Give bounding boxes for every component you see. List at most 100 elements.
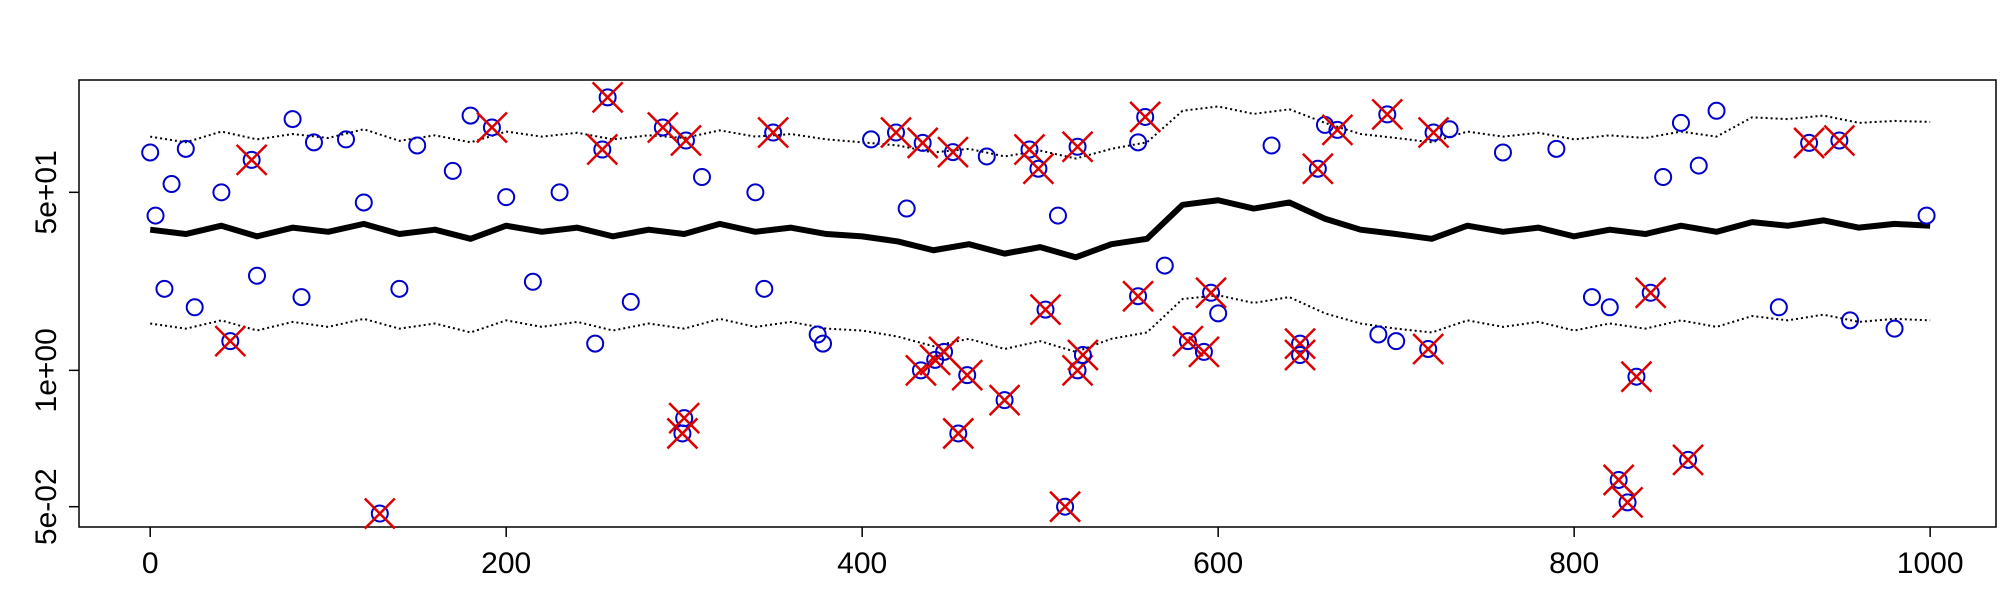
outlier-observation [1627, 367, 1646, 386]
outlier-observation [1073, 346, 1092, 365]
observation [185, 298, 204, 317]
observation [292, 288, 311, 307]
observation [176, 139, 195, 158]
outlier-cross [586, 133, 619, 166]
outlier-cross [1022, 152, 1055, 185]
outlier-observation [653, 118, 672, 137]
outlier-observation [913, 133, 932, 152]
observation [1155, 256, 1174, 275]
outlier-cross [942, 417, 975, 450]
observation [808, 325, 827, 344]
outlier-cross [476, 111, 508, 144]
observation [247, 266, 266, 285]
outlier-observation [935, 342, 954, 361]
outlier-cross [1321, 114, 1354, 146]
outlier-cross [1013, 133, 1046, 166]
observation [1654, 168, 1673, 187]
outlier-cross [1188, 336, 1220, 368]
x-tick-label: 600 [1193, 547, 1243, 580]
outlier-observation [1036, 300, 1055, 319]
observation [1209, 304, 1228, 323]
outlier-cross [1049, 490, 1081, 523]
outlier-cross [1061, 130, 1094, 163]
observation [1689, 156, 1708, 175]
outlier-cross [1195, 276, 1227, 309]
outlier-observation [673, 424, 692, 443]
observation [586, 334, 605, 353]
observation [354, 193, 373, 212]
outlier-cross [1672, 443, 1704, 476]
outlier-observation [1378, 105, 1397, 124]
outlier-cross [235, 143, 268, 176]
outlier-observation [886, 123, 905, 142]
outlier-observation [958, 366, 977, 385]
observation [1048, 206, 1067, 225]
observation [1493, 143, 1512, 162]
observation [1369, 325, 1388, 344]
observation [523, 272, 542, 291]
outlier-observation [995, 391, 1014, 410]
outlier-cross [668, 402, 701, 435]
observation [155, 279, 174, 298]
outlier-cross [1634, 276, 1667, 309]
observation [461, 106, 480, 125]
observation [746, 183, 765, 202]
outlier-cross [1284, 327, 1316, 360]
outlier-observation [1291, 334, 1310, 353]
outlier-observation [593, 140, 612, 159]
outlier-observation [242, 150, 261, 169]
outlier-cross [214, 325, 247, 358]
outlier-observation [1202, 283, 1221, 302]
observation [1917, 206, 1936, 225]
outlier-observation [1136, 107, 1155, 126]
observation [1769, 298, 1788, 317]
outlier-cross [591, 81, 624, 114]
observation [1547, 139, 1566, 158]
outlier-cross [988, 384, 1021, 416]
observation [1582, 288, 1601, 307]
observation [1262, 136, 1281, 155]
outlier-observation [1618, 493, 1637, 512]
outlier-cross [1129, 101, 1162, 133]
outlier-cross [363, 497, 396, 530]
outlier-observation [1308, 159, 1327, 178]
interval-line [150, 105, 1931, 160]
observation [897, 199, 916, 218]
outlier-cross [1067, 339, 1099, 371]
plot-frame [78, 79, 1997, 528]
outlier-cross [646, 111, 679, 144]
observation [146, 206, 165, 225]
observation [550, 183, 569, 202]
x-tick-label: 200 [481, 547, 531, 580]
outlier-observation [1056, 497, 1075, 516]
outlier-cross [1029, 293, 1062, 326]
outlier-observation [1609, 470, 1628, 489]
outlier-cross [670, 124, 702, 157]
observation [162, 175, 181, 194]
observation [621, 292, 640, 311]
outlier-cross [1620, 360, 1653, 393]
outlier-cross [757, 116, 790, 149]
outlier-cross [905, 354, 937, 387]
observation [1600, 298, 1619, 317]
observation [755, 279, 774, 298]
outlier-observation [1020, 140, 1039, 159]
outlier-observation [1424, 123, 1443, 142]
outlier-cross [937, 136, 969, 168]
outlier-observation [1328, 120, 1347, 139]
interval-line [150, 294, 1931, 353]
outlier-observation [1830, 131, 1849, 150]
observation [1671, 113, 1690, 132]
outlier-observation [764, 123, 783, 142]
outlier-cross [1284, 339, 1316, 371]
observation [814, 334, 833, 353]
outlier-cross [1602, 464, 1635, 496]
outlier-observation [676, 131, 695, 150]
outlier-observation [370, 504, 389, 523]
outlier-observation [1194, 342, 1213, 361]
observation [1841, 311, 1860, 330]
observation [283, 110, 302, 129]
observation [1885, 319, 1904, 338]
y-tick-label: 5e-02 [30, 468, 63, 545]
